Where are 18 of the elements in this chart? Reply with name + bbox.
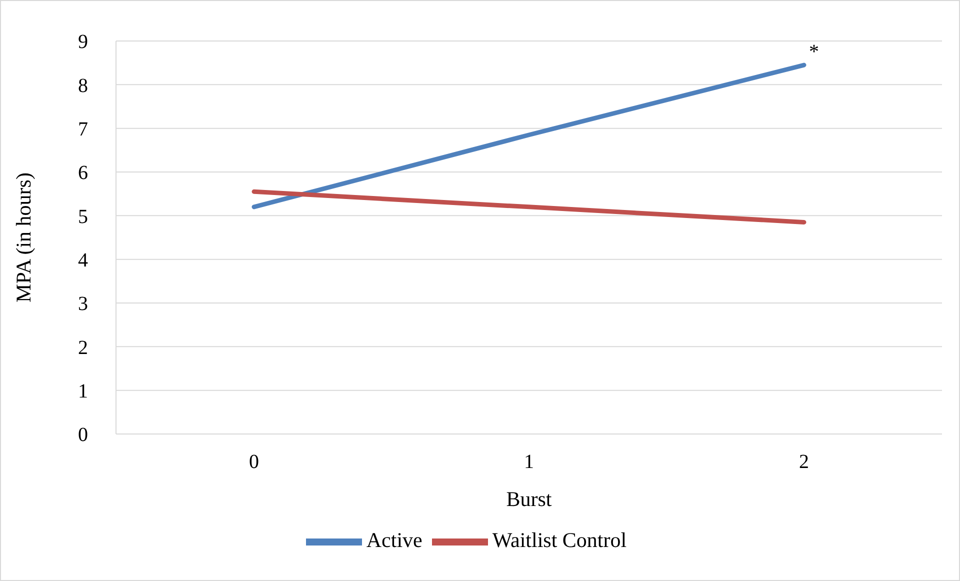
legend-label: Waitlist Control: [492, 528, 627, 552]
y-tick-label: 7: [78, 118, 88, 140]
y-tick-label: 1: [78, 380, 88, 402]
y-tick-label: 6: [78, 162, 88, 184]
y-tick-label: 8: [78, 74, 88, 97]
legend-label: Active: [366, 528, 422, 552]
x-tick-label: 0: [249, 451, 259, 474]
y-tick-label: 2: [78, 336, 88, 359]
x-axis-title: Burst: [506, 487, 552, 511]
y-tick-label: 3: [78, 293, 88, 316]
x-tick-label: 2: [799, 451, 809, 474]
x-tick-label: 1: [524, 451, 534, 474]
annotation: *: [809, 41, 819, 64]
y-axis-title: MPA (in hours): [11, 172, 36, 302]
y-tick-label: 4: [78, 249, 88, 272]
y-tick-label: 0: [78, 424, 88, 446]
y-tick-label: 9: [78, 31, 88, 54]
y-tick-label: 5: [78, 206, 88, 228]
